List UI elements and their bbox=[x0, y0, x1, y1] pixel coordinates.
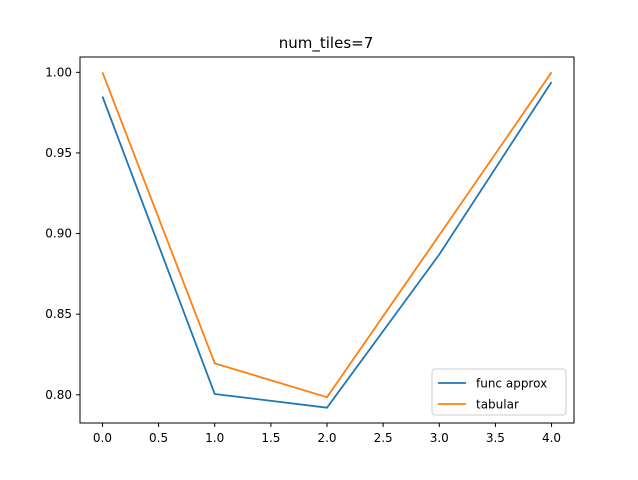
y-tick-label: 0.95 bbox=[45, 146, 72, 160]
y-tick-label: 1.00 bbox=[45, 65, 72, 79]
series-line-0 bbox=[101, 81, 553, 409]
series-line-1 bbox=[101, 71, 553, 399]
y-tick-label: 0.90 bbox=[45, 227, 72, 241]
legend: func approx tabular bbox=[431, 368, 567, 416]
x-tick-label: 3.5 bbox=[486, 431, 505, 445]
x-tick-label: 2.5 bbox=[374, 431, 393, 445]
legend-label-0: func approx bbox=[476, 377, 547, 391]
x-tick-label: 0.5 bbox=[149, 431, 168, 445]
y-tick-label: 0.80 bbox=[45, 388, 72, 402]
y-tick-label: 0.85 bbox=[45, 307, 72, 321]
x-tick-label: 3.0 bbox=[430, 431, 449, 445]
x-tick-label: 1.0 bbox=[205, 431, 224, 445]
chart-title: num_tiles=7 bbox=[279, 34, 374, 53]
series-layer bbox=[101, 71, 553, 409]
x-tick-label: 1.5 bbox=[261, 431, 280, 445]
x-tick-label: 4.0 bbox=[542, 431, 561, 445]
legend-label-1: tabular bbox=[476, 398, 519, 412]
x-tick-label: 0.0 bbox=[93, 431, 112, 445]
ticks-layer: 0.0 0.5 1.0 1.5 2.0 2.5 3.0 3.5 4.0 0.80 0.85 0.90 0… bbox=[45, 65, 561, 445]
x-tick-label: 2.0 bbox=[317, 431, 336, 445]
